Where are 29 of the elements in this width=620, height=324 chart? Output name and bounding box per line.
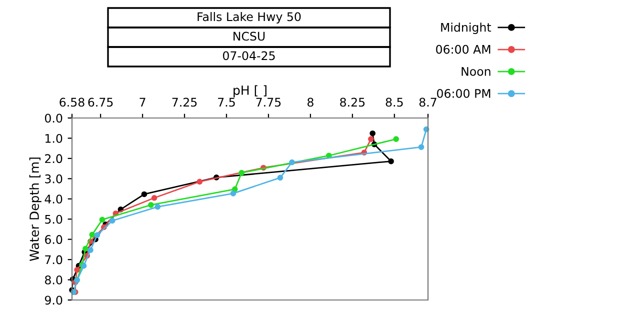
y-tick-label: 1.0 [45, 134, 62, 143]
y-tick-label: 3.0 [45, 174, 62, 184]
x-tick-label: 7.25 [172, 98, 197, 107]
x-tick-label: 7.5 [218, 98, 235, 107]
y-tick-label: 0.0 [44, 114, 62, 123]
x-axis-title: pH [ ] [234, 85, 266, 98]
x-tick-label: 8 [308, 98, 314, 107]
x-tick-label: 8.5 [386, 98, 403, 107]
x-tick-label: 7.75 [256, 98, 281, 107]
x-tick-label: 6.58 [60, 98, 84, 107]
legend-label: 06:00 AM [436, 44, 490, 54]
x-tick-label: 8.25 [340, 98, 365, 107]
y-tick-label: 5.0 [45, 214, 62, 224]
x-tick-label: 6.75 [88, 98, 113, 107]
chart-title: Falls Lake Hwy 50 [198, 12, 301, 24]
y-tick-label: 2.0 [45, 154, 62, 164]
legend-label: Noon [462, 67, 490, 76]
y-axis-title: Water Depth [m] [29, 158, 42, 262]
x-tick-label: 7 [140, 98, 146, 107]
y-tick-label: 4.0 [44, 194, 62, 204]
x-tick-label: 8.7 [419, 98, 436, 107]
legend-label: 06:00 PM [437, 88, 490, 98]
y-tick-label: 8.0 [45, 276, 62, 284]
y-tick-label: 9.0 [44, 296, 62, 305]
chart-subtitle: NCSU [234, 32, 265, 41]
y-tick-label: 6.0 [45, 235, 62, 244]
y-tick-label: 7.0 [45, 255, 62, 264]
text: 07-04-25 [222, 51, 275, 60]
legend-label: Midnight [441, 22, 492, 34]
